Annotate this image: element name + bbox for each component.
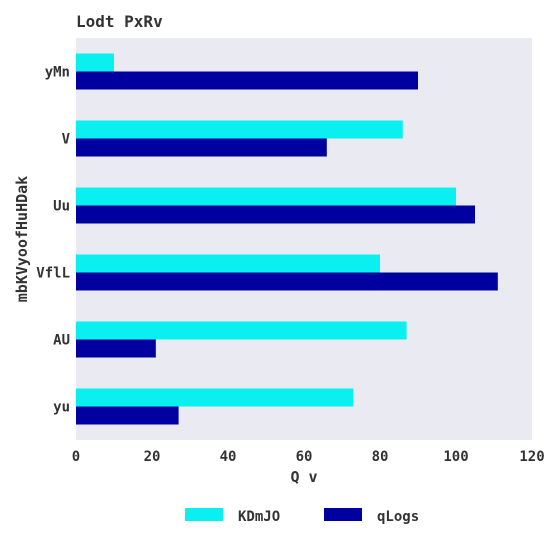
bar-KDmJO-V [76,120,403,139]
x-tick-label: 40 [220,449,237,465]
bar-qLogs-yu [76,406,179,425]
bar-KDmJO-yMn [76,53,114,72]
legend-label-KDmJO: KDmJO [238,509,280,525]
x-axis-label: Q v [290,468,317,486]
bar-qLogs-VflL [76,272,498,291]
x-tick-label: 80 [372,449,389,465]
x-tick-label: 100 [443,449,468,465]
bar-KDmJO-yu [76,388,354,407]
bar-qLogs-AU [76,339,156,358]
legend-swatch-qLogs [324,508,362,521]
y-tick-labels: yMn V Uu VflL AU yu [36,65,70,416]
legend: KDmJO qLogs [185,508,419,525]
chart-title: Lodt PxRv [76,12,163,31]
legend-swatch-KDmJO [185,508,223,521]
y-tick-label: yu [53,400,70,416]
x-tick-label: 0 [72,449,80,465]
bar-qLogs-Uu [76,205,475,224]
bar-KDmJO-VflL [76,254,380,273]
bar-KDmJO-AU [76,321,407,340]
y-tick-label: Uu [53,199,70,215]
y-axis-label: mbKVyoofHuHDak [13,176,31,302]
bar-qLogs-yMn [76,71,418,90]
x-tick-label: 60 [296,449,313,465]
y-tick-label: AU [53,333,70,349]
y-tick-label: yMn [45,65,70,81]
y-tick-label: V [62,132,71,148]
legend-label-qLogs: qLogs [377,509,419,525]
x-tick-labels: 0 20 40 60 80 100 120 [72,449,545,465]
bar-KDmJO-Uu [76,187,456,206]
plot-area [76,38,532,440]
bar-qLogs-V [76,138,327,157]
y-tick-label: VflL [36,266,70,282]
x-tick-label: 120 [519,449,544,465]
x-tick-label: 20 [144,449,161,465]
bars-group [76,53,498,425]
